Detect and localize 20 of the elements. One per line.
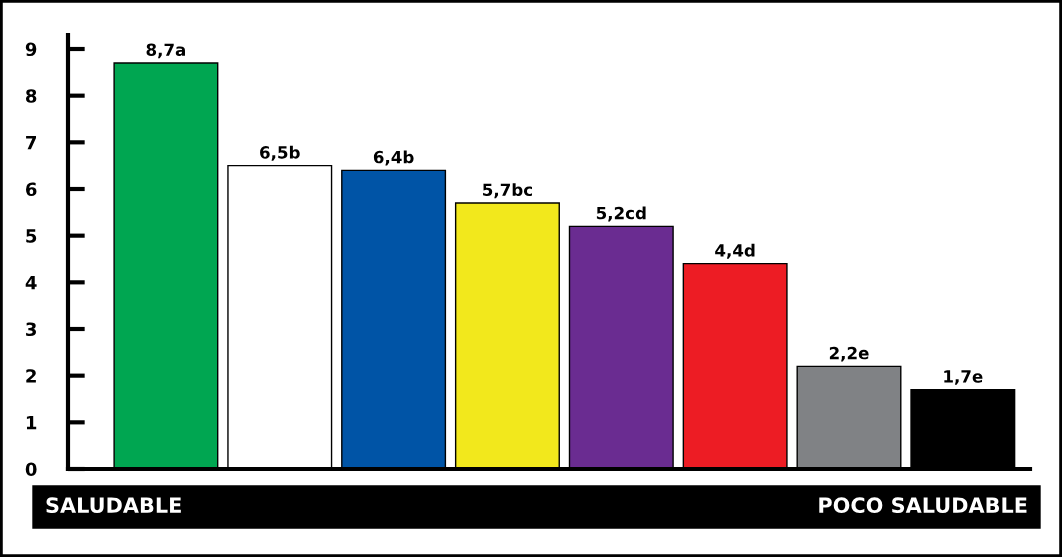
y-tick-label: 7 xyxy=(26,136,37,150)
data-label: 6,5b xyxy=(260,145,300,161)
text: POCO SALUDABLE xyxy=(819,497,1027,514)
data-label: 5,7bc xyxy=(483,183,532,199)
data-label: 5,2cd xyxy=(596,206,646,222)
data-label: 2,2e xyxy=(829,346,869,362)
data-label: 8,7a xyxy=(146,43,185,59)
y-tick-label: 8 xyxy=(25,89,37,103)
y-tick-label: 0 xyxy=(25,462,37,477)
y-tick-label: 3 xyxy=(26,322,37,337)
data-label: 4,4d xyxy=(715,243,755,259)
y-tick-label: 6 xyxy=(26,182,37,197)
y-tick-label: 5 xyxy=(26,229,37,243)
data-label: 1,7e xyxy=(944,370,983,385)
y-tick-label: 4 xyxy=(25,276,37,290)
y-tick-label: 2 xyxy=(26,369,36,383)
data-label: 6,4b xyxy=(373,150,414,166)
text: SALUDABLE xyxy=(46,497,181,514)
y-tick-label: 1 xyxy=(26,416,37,430)
y-tick-label: 9 xyxy=(25,42,37,57)
